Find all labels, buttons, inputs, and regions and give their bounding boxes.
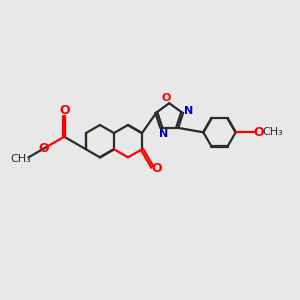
Text: O: O [152, 162, 162, 175]
Text: CH₃: CH₃ [11, 154, 32, 164]
Text: O: O [59, 104, 70, 117]
Text: O: O [254, 126, 264, 139]
Text: N: N [159, 129, 168, 139]
Text: O: O [161, 93, 170, 103]
Text: CH₃: CH₃ [262, 127, 283, 137]
Text: N: N [184, 106, 193, 116]
Text: O: O [39, 142, 50, 155]
